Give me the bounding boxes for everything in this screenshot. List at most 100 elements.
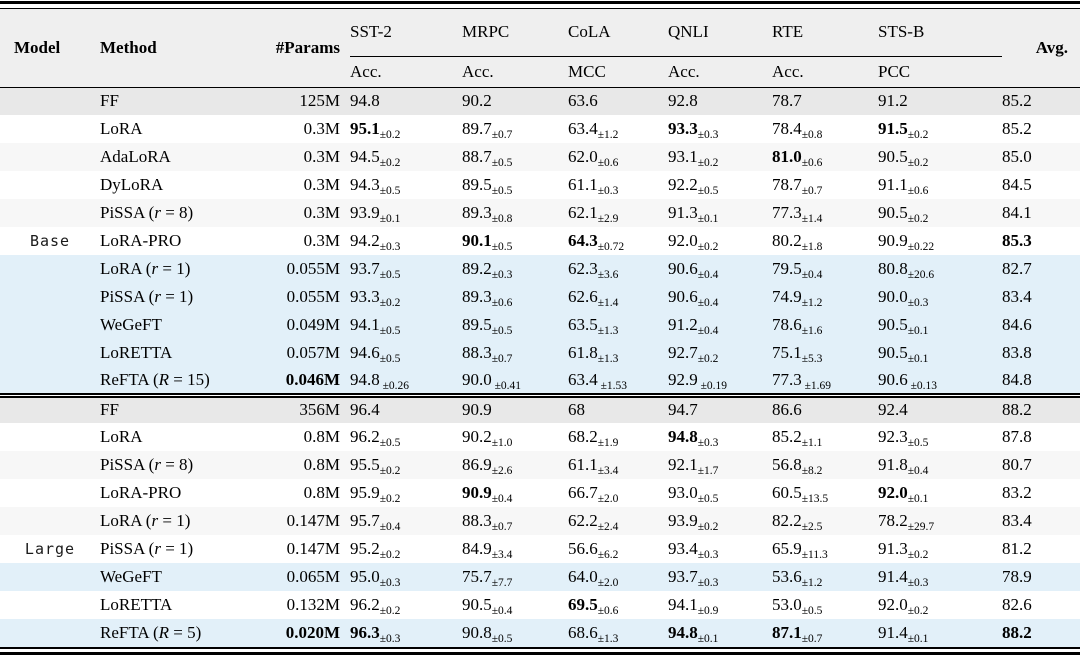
- metric-value: 90.6: [668, 287, 698, 306]
- model-size-label: Large: [24, 540, 76, 558]
- metric-value: 90.5: [878, 203, 908, 222]
- metric-stddev: ±1.7: [697, 465, 719, 477]
- metric-value: 75.1: [772, 343, 802, 362]
- benchmark-results-table: Model Method #Params SST-2 MRPC CoLA QNLI RTE ST…: [0, 9, 1080, 647]
- metric-value: 94.2: [350, 231, 380, 250]
- cell-params: 0.065M: [262, 563, 350, 591]
- metric-value: 94.1: [668, 595, 698, 614]
- metric-stddev: ±0.2: [379, 129, 401, 141]
- cell-avg: 83.4: [1002, 283, 1080, 311]
- method-text: LoRA: [100, 427, 143, 446]
- bottom-rule-thick: [0, 652, 1080, 655]
- cell-cola: 63.4 ±1.53: [568, 367, 668, 395]
- metric-stddev: ±0.2: [379, 157, 401, 169]
- cell-method: LoRETTA: [100, 339, 262, 367]
- metric-stddev: ±0.4: [379, 521, 401, 533]
- cell-model: Large: [0, 535, 100, 563]
- cell-params: 0.046M: [262, 367, 350, 395]
- metric-value: 94.6: [350, 343, 380, 362]
- cell-cola: 62.2±2.4: [568, 507, 668, 535]
- params-value: 0.132M: [286, 595, 340, 614]
- metric-stddev: ±0.1: [379, 213, 401, 225]
- metric-value: 78.7: [772, 175, 802, 194]
- cell-qnli: 92.7±0.2: [668, 339, 772, 367]
- metric-value: 90.9: [462, 483, 492, 502]
- method-math-var: R: [158, 369, 170, 389]
- cell-stsb: 92.3±0.5: [878, 423, 1002, 451]
- cell-rte: 56.8±8.2: [772, 451, 878, 479]
- metric-stddev: ±1.3: [597, 353, 619, 365]
- metric-value: 92.2: [668, 175, 698, 194]
- metric-stddev: ±0.2: [907, 129, 929, 141]
- params-value: 0.3M: [303, 119, 340, 138]
- metric-stddev: ±7.7: [491, 577, 513, 589]
- params-value: 0.8M: [303, 483, 340, 502]
- cell-rte: 78.7: [772, 87, 878, 115]
- cell-model: [0, 367, 100, 395]
- metric-stddev: ±0.2: [379, 297, 401, 309]
- metric-value: 89.3: [462, 203, 492, 222]
- params-value: 356M: [299, 400, 340, 420]
- metric-stddev: ±0.2: [379, 549, 401, 561]
- cell-sst2: 94.8: [350, 87, 462, 115]
- cell-params: 0.132M: [262, 591, 350, 619]
- metric-value: 80.2: [772, 231, 802, 250]
- metric-value: 62.0: [568, 147, 598, 166]
- cell-rte: 86.6: [772, 392, 878, 423]
- table-row: Base LoRA-PRO 0.3M 94.2±0.3 90.1±0.5 64.3±0.7…: [0, 227, 1080, 255]
- params-value: 0.3M: [303, 147, 340, 166]
- cell-stsb: 91.8±0.4: [878, 451, 1002, 479]
- cell-stsb: 91.5±0.2: [878, 115, 1002, 143]
- cell-qnli: 93.7±0.3: [668, 563, 772, 591]
- metric-stddev: ±0.7: [801, 185, 823, 197]
- cell-cola: 68: [568, 392, 668, 423]
- metric-value: 64.0: [568, 567, 598, 586]
- cell-method: PiSSA (r = 1): [100, 283, 262, 311]
- method-text: PiSSA (: [100, 287, 155, 306]
- cell-cola: 63.6: [568, 87, 668, 115]
- cell-cola: 62.3±3.6: [568, 255, 668, 283]
- metric-value: 92.9: [668, 369, 698, 389]
- method-text: WeGeFT: [100, 315, 162, 334]
- cell-params: 0.8M: [262, 423, 350, 451]
- col-header-rte: RTE: [772, 9, 878, 57]
- metric-value: 92.0: [878, 483, 908, 502]
- metric-value: 92.7: [668, 343, 698, 362]
- metric-value: 62.2: [568, 511, 598, 530]
- cell-mrpc: 90.9: [462, 392, 568, 423]
- metric-value: 62.1: [568, 203, 598, 222]
- metric-stddev: ±0.4: [697, 325, 719, 337]
- cell-model: [0, 87, 100, 115]
- cell-cola: 62.1±2.9: [568, 199, 668, 227]
- metric-stddev: ±2.9: [597, 213, 619, 225]
- metric-value: 86.9: [462, 455, 492, 474]
- cell-qnli: 94.7: [668, 392, 772, 423]
- metric-header-mrpc: Acc.: [462, 56, 568, 88]
- metric-stddev: ±0.4: [697, 297, 719, 309]
- metric-stddev: ±0.7: [491, 353, 513, 365]
- cell-avg: 88.2: [1002, 392, 1080, 423]
- metric-stddev: ±1.53: [597, 379, 628, 392]
- metric-value: 89.3: [462, 287, 492, 306]
- metric-stddev: ±0.5: [379, 269, 401, 281]
- metric-value: 68.6: [568, 623, 598, 642]
- metric-value: 95.5: [350, 455, 380, 474]
- metric-value: 96.3: [350, 623, 380, 642]
- params-value: 0.057M: [286, 343, 340, 362]
- metric-value: 93.1: [668, 147, 698, 166]
- cell-rte: 53.6±1.2: [772, 563, 878, 591]
- cell-avg: 88.2: [1002, 619, 1080, 647]
- table-row: AdaLoRA 0.3M 94.5±0.2 88.7±0.5 62.0±0.6 93.1±…: [0, 143, 1080, 171]
- metric-stddev: ±0.2: [697, 157, 719, 169]
- header-row-metrics: Acc. Acc. MCC Acc. Acc. PCC: [0, 56, 1080, 88]
- metric-value: 89.5: [462, 315, 492, 334]
- cell-model: [0, 311, 100, 339]
- metric-value: 91.3: [668, 203, 698, 222]
- cell-avg: 82.7: [1002, 255, 1080, 283]
- metric-value: 92.4: [878, 400, 908, 420]
- metric-stddev: ±3.6: [597, 269, 619, 281]
- col-header-model: Model: [0, 9, 100, 88]
- cell-qnli: 94.8±0.1: [668, 619, 772, 647]
- cell-mrpc: 90.9±0.4: [462, 479, 568, 507]
